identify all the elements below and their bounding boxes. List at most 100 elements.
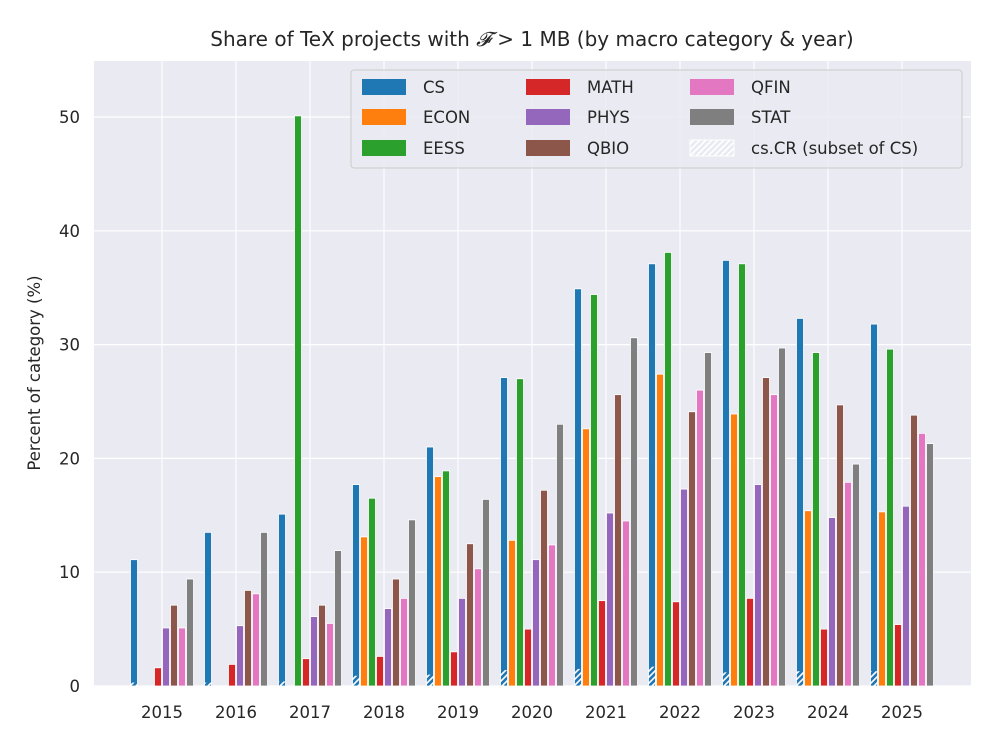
bar-phys [310,616,318,687]
bar-cs [204,531,212,687]
bar-qbio [688,411,696,687]
bar-qfin [918,432,926,687]
bar-qfin [178,627,186,687]
bar-qfin [548,544,556,687]
y-tick-label: 0 [70,677,81,696]
bar-phys [532,559,540,687]
bar-math [746,597,754,687]
bar-econ [878,511,886,687]
bar-qbio [540,489,548,687]
bar-cs [796,318,804,687]
x-tick-label: 2018 [363,703,405,722]
chart-title-symbol: 𝓕 [476,27,498,51]
x-tick-label: 2016 [215,703,257,722]
legend-label: QFIN [751,78,791,97]
bar-stat [556,423,564,687]
bar-econ [508,539,516,687]
bar-cs-cr [278,681,286,686]
bar-qbio [392,578,400,687]
bar-qfin [622,520,630,687]
bar-stat [482,498,490,687]
bar-stat [630,337,638,687]
bar-cs [574,288,582,687]
bar-math [672,601,680,687]
legend-swatch-qbio [526,140,570,156]
y-tick-label: 50 [59,108,80,127]
bar-cs [870,323,878,687]
bar-stat [778,347,786,687]
y-tick-label: 40 [59,222,80,241]
bar-phys [902,505,910,687]
x-tick-label: 2024 [807,703,849,722]
bar-phys [236,625,244,687]
bar-phys [606,512,614,687]
bar-qbio [318,604,326,687]
legend: CS ECON EESS MATH PHYS QBIO QFIN STAT cs.CR (sub… [350,69,963,169]
legend-label: CS [423,78,445,97]
bar-stat [260,531,268,687]
bar-stat [704,352,712,687]
bar-math [228,663,236,687]
bar-stat [926,443,934,687]
bar-eess [368,497,376,687]
legend-swatch-math [526,79,570,95]
bar-math [154,667,162,687]
y-ticks: 0 10 20 30 40 50 [59,108,80,696]
bar-math [450,651,458,687]
legend-label: ECON [423,108,470,127]
bar-econ [582,428,590,687]
bar-cs-cr [500,670,508,686]
x-tick-label: 2025 [881,703,923,722]
x-tick-label: 2015 [141,703,183,722]
bar-eess [664,252,672,687]
bar-econ [434,476,442,687]
bar-econ [730,413,738,687]
legend-swatch-cs [362,79,406,95]
chart-title: Share of TeX projects with 𝓕 > 1 MB (by … [210,27,853,51]
bar-eess [812,352,820,687]
bar-cs [426,446,434,687]
legend-label: STAT [751,108,791,127]
bar-math [524,628,532,687]
bar-phys [162,627,170,687]
chart-title-prefix: Share of TeX projects with [210,27,470,51]
chart-title-suffix: > 1 MB (by macro category & year) [497,27,853,51]
bar-eess [442,470,450,687]
bar-phys [458,597,466,687]
x-tick-label: 2020 [511,703,553,722]
legend-label: MATH [587,78,634,97]
bars [130,115,934,687]
bar-qbio [170,604,178,687]
bar-qbio [614,394,622,687]
bar-cs-cr [722,672,730,686]
y-tick-label: 20 [59,449,80,468]
bar-econ [360,536,368,687]
bar-cs [278,513,286,687]
bar-cs-cr [870,671,878,686]
legend-swatch-phys [526,109,570,125]
bar-cs [352,484,360,687]
legend-swatch-qfin [690,79,734,95]
legend-swatch-econ [362,109,406,125]
bar-math [820,628,828,687]
bar-qbio [836,404,844,687]
x-tick-label: 2017 [289,703,331,722]
bar-phys [828,517,836,687]
bar-cs [648,263,656,687]
y-axis-label: Percent of category (%) [25,275,44,470]
bar-cs-cr [130,682,138,686]
bar-cs-cr [796,671,804,686]
bar-phys [384,608,392,687]
legend-label: PHYS [587,108,630,127]
legend-label: EESS [423,139,465,158]
x-tick-label: 2023 [733,703,775,722]
bar-eess [590,294,598,687]
legend-swatch-eess [362,140,406,156]
bar-econ [804,510,812,687]
x-ticks: 2015 2016 2017 2018 2019 2020 2021 2022 2023 2024… [141,703,923,722]
bar-cs-cr [426,674,434,686]
legend-label: cs.CR (subset of CS) [751,139,918,158]
bar-stat [408,519,416,687]
bar-eess [294,115,302,687]
bar-cs-cr [574,668,582,686]
